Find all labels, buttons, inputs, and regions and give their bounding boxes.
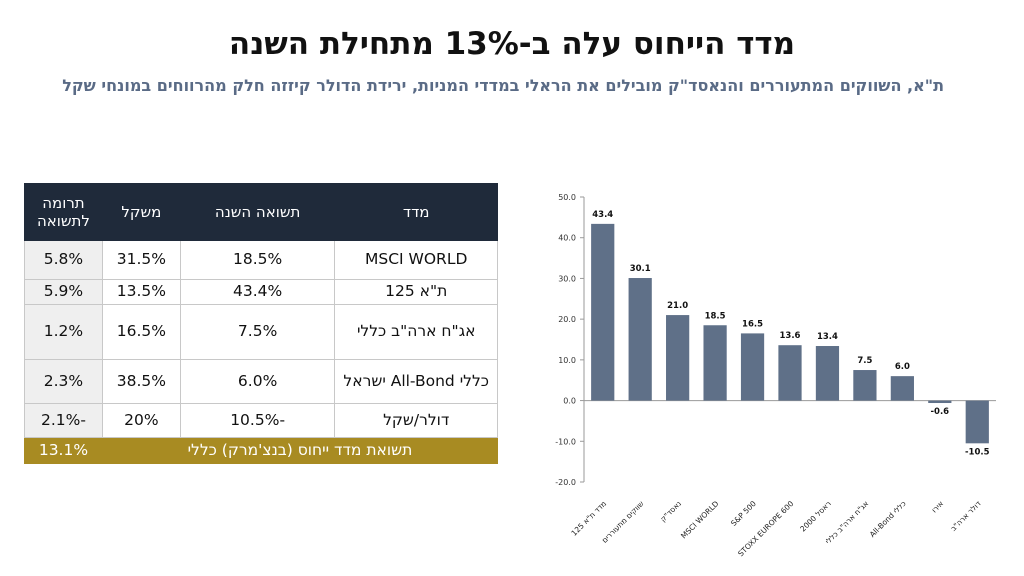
- value-label: 43.4: [592, 210, 613, 220]
- value-label: 30.1: [630, 264, 651, 274]
- value-label: -0.6: [931, 407, 950, 417]
- cell-weight: 13.5%: [101, 279, 181, 305]
- y-tick-label: 40.0: [558, 234, 576, 243]
- header-weight: משקל: [101, 183, 181, 241]
- category-label: דולר ארה"ב: [949, 499, 983, 533]
- cell-weight: 31.5%: [101, 240, 181, 280]
- header-return: תשואה השנה: [179, 183, 336, 241]
- bar: [815, 346, 840, 401]
- table-header-row: מדד תשואה השנה משקל תרומה לתשואה: [24, 183, 498, 241]
- bar: [591, 223, 615, 401]
- cell-return: 7.5%: [179, 304, 336, 360]
- bar: [928, 400, 952, 404]
- bar: [740, 333, 765, 401]
- bar: [890, 376, 914, 401]
- table-total-row: תשואת מדד ייחוס (בנצ'מרק) כללי 13.1%: [24, 437, 499, 464]
- y-tick-label: 20.0: [558, 315, 576, 324]
- total-value: 13.1%: [24, 437, 103, 464]
- cell-weight: 20%: [101, 403, 181, 438]
- value-label: 13.4: [817, 332, 838, 342]
- cell-index: ת"א 125: [334, 279, 498, 305]
- cell-return: 18.5%: [179, 240, 336, 280]
- value-label: 21.0: [667, 301, 688, 311]
- cell-return: 43.4%: [179, 279, 336, 305]
- y-tick-label: 10.0: [558, 356, 576, 365]
- cell-index: דולר/שקל: [334, 403, 498, 438]
- cell-weight: 16.5%: [101, 304, 181, 360]
- table-row: כללי All-Bond ישראל 6.0% 38.5% 2.3%: [24, 359, 498, 404]
- table-row: דולר/שקל -10.5% 20% -2.1%: [24, 403, 498, 438]
- cell-index: MSCI WORLD: [334, 240, 498, 280]
- value-label: 16.5: [742, 319, 763, 329]
- total-label: תשואת מדד ייחוס (בנצ'מרק) כללי: [101, 437, 499, 464]
- cell-contribution: -2.1%: [24, 403, 103, 438]
- table-row: MSCI WORLD 18.5% 31.5% 5.8%: [24, 240, 498, 280]
- category-label: All-Bond כללי: [868, 499, 908, 539]
- y-tick-label: -20.0: [555, 478, 576, 487]
- category-label: מדד ת"א 125: [569, 499, 608, 538]
- category-label: MSCI WORLD: [679, 499, 721, 541]
- value-label: 6.0: [895, 362, 910, 372]
- cell-contribution: 5.8%: [24, 240, 103, 280]
- bar: [965, 400, 989, 444]
- y-tick-label: -10.0: [555, 437, 576, 446]
- table-row: ת"א 125 43.4% 13.5% 5.9%: [24, 279, 498, 305]
- bar: [628, 278, 652, 401]
- cell-weight: 38.5%: [101, 359, 181, 404]
- bar: [853, 370, 877, 401]
- category-label: אירו: [930, 499, 946, 515]
- header-contribution: תרומה לתשואה: [24, 183, 103, 241]
- bar: [703, 325, 727, 401]
- y-tick-label: 50.0: [558, 193, 576, 202]
- value-label: 18.5: [705, 311, 726, 321]
- bar: [778, 345, 802, 401]
- y-tick-label: 30.0: [558, 274, 576, 283]
- benchmark-table: מדד תשואה השנה משקל תרומה לתשואה MSCI WO…: [24, 183, 499, 464]
- cell-return: -10.5%: [179, 403, 336, 438]
- value-label: 13.6: [780, 331, 801, 341]
- category-label: נאסד"ק: [658, 499, 683, 524]
- page-title: מדד הייחוס עלה ב-13% מתחילת השנה: [228, 26, 796, 62]
- category-label: S&P 500: [729, 499, 758, 528]
- header-index: מדד: [334, 183, 498, 241]
- cell-return: 6.0%: [179, 359, 336, 404]
- cell-contribution: 5.9%: [24, 279, 103, 305]
- page-subtitle: ת"א, השווקים המתעוררים והנאסד"ק מובילים …: [62, 76, 944, 95]
- table-row: אג"ח ארה"ב כללי 7.5% 16.5% 1.2%: [24, 304, 498, 360]
- cell-contribution: 2.3%: [24, 359, 103, 404]
- returns-bar-chart: 50.0 40.0 30.0 20.0 10.0 0.0 -10.0 -20.0 43.4 מדד…: [555, 193, 996, 558]
- bar: [666, 315, 690, 401]
- value-label: 7.5: [857, 356, 872, 366]
- cell-index: כללי All-Bond ישראל: [334, 359, 498, 404]
- cell-contribution: 1.2%: [24, 304, 103, 360]
- y-tick-label: 0.0: [563, 397, 576, 406]
- cell-index: אג"ח ארה"ב כללי: [334, 304, 498, 360]
- value-label: -10.5: [965, 447, 990, 457]
- category-label: ראסל 2000: [798, 499, 833, 534]
